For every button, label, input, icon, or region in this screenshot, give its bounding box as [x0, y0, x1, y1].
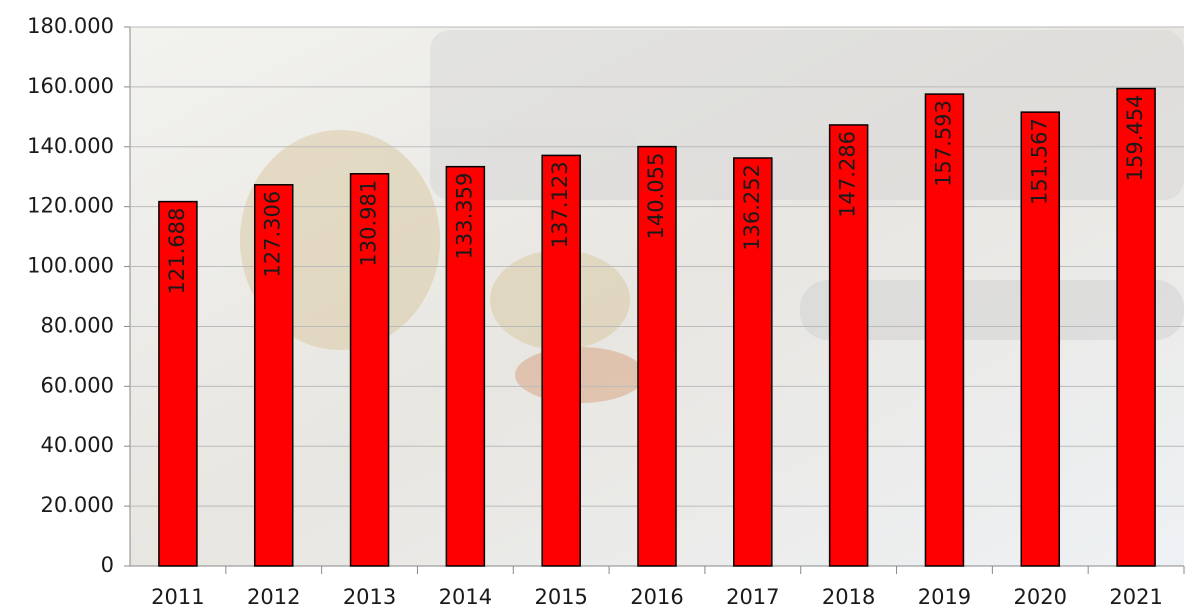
- bar: [541, 154, 581, 567]
- y-tick-label: 140.000: [27, 134, 114, 158]
- data-label: 127.306: [261, 191, 285, 278]
- x-tick-label: 2019: [918, 585, 971, 609]
- bar: [253, 184, 294, 567]
- bar: [1116, 87, 1156, 567]
- y-tick-label: 0: [101, 553, 114, 577]
- data-label: 121.688: [165, 208, 189, 295]
- y-tick-label: 180.000: [27, 14, 114, 38]
- y-tick-label: 80.000: [41, 313, 114, 337]
- bar: [445, 165, 486, 567]
- x-tick-label: 2011: [151, 585, 204, 609]
- data-label: 159.454: [1123, 95, 1147, 182]
- data-label: 133.359: [452, 173, 476, 260]
- data-label: 130.981: [357, 180, 381, 267]
- y-tick-label: 160.000: [27, 74, 114, 98]
- bar: [349, 173, 390, 567]
- bar: [158, 200, 198, 567]
- data-label: 137.123: [548, 161, 572, 248]
- y-tick-label: 100.000: [27, 254, 114, 278]
- x-tick-label: 2015: [534, 585, 587, 609]
- bar: [637, 145, 677, 567]
- x-tick-label: 2021: [1109, 585, 1162, 609]
- y-tick-label: 120.000: [27, 194, 114, 218]
- x-tick-label: 2020: [1014, 585, 1067, 609]
- bar: [828, 124, 869, 567]
- data-label: 136.252: [740, 164, 764, 251]
- x-tick-label: 2012: [247, 585, 300, 609]
- x-tick-label: 2018: [822, 585, 875, 609]
- y-tick-label: 20.000: [41, 493, 114, 517]
- data-label: 147.286: [836, 131, 860, 218]
- y-tick-label: 60.000: [41, 373, 114, 397]
- x-tick-label: 2017: [726, 585, 779, 609]
- data-label: 157.593: [931, 100, 955, 187]
- data-label: 140.055: [644, 153, 668, 240]
- x-tick-label: 2016: [630, 585, 683, 609]
- data-label: 151.567: [1027, 118, 1051, 205]
- x-tick-label: 2013: [343, 585, 396, 609]
- bar: [1020, 111, 1061, 567]
- x-tick-label: 2014: [439, 585, 492, 609]
- y-tick-label: 40.000: [41, 433, 114, 457]
- bar: [924, 93, 965, 567]
- bar: [733, 157, 773, 567]
